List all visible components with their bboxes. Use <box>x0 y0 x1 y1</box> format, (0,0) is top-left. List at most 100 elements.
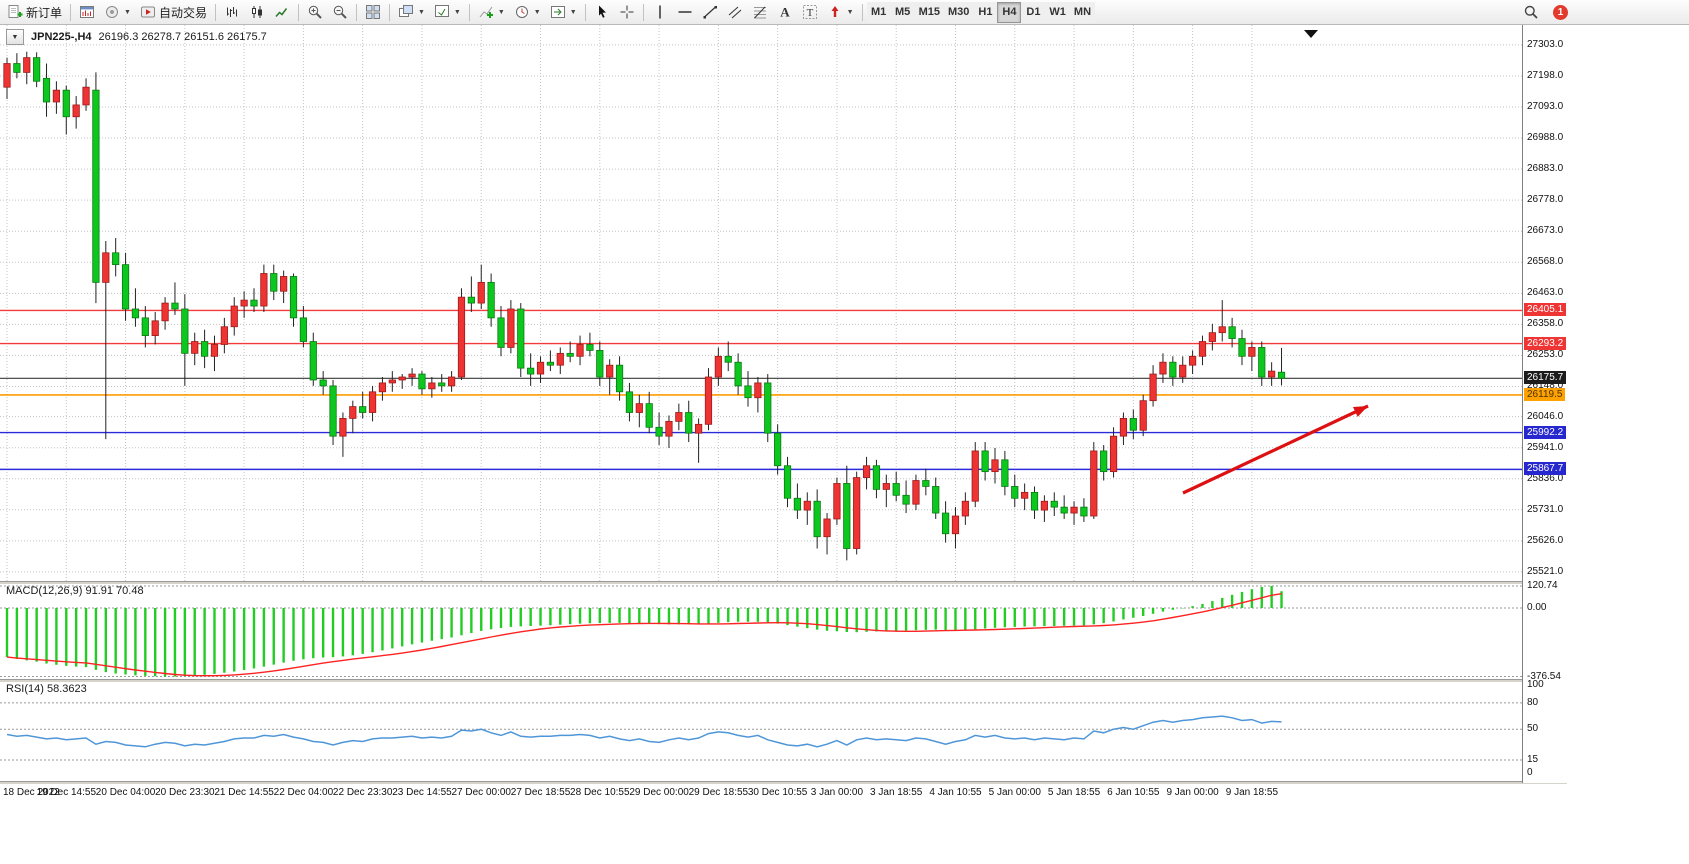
autotrading-label: 自动交易 <box>158 5 207 20</box>
rsi-axis-label: 50 <box>1527 723 1539 735</box>
text-label-button[interactable]: T <box>798 2 822 23</box>
time-axis-label: 6 Jan 10:55 <box>1107 787 1160 798</box>
price-axis-label: 25626.0 <box>1527 534 1564 546</box>
search-icon <box>1524 5 1538 19</box>
chart-header: ▼ JPN225-,H4 26196.3 26278.7 26151.6 261… <box>6 29 267 45</box>
zoom-in-button[interactable] <box>303 2 327 23</box>
toolbar-separator <box>70 3 72 21</box>
zoom-out-button[interactable] <box>328 2 352 23</box>
cursor-button[interactable] <box>590 2 614 23</box>
window-list-icon <box>434 5 449 17</box>
panel-separator[interactable] <box>0 581 1567 585</box>
toolbar-right-group: 1 <box>1519 2 1568 23</box>
window-list-button[interactable]: ▼ <box>430 2 465 23</box>
chart-symbol-title: JPN225-,H4 <box>31 31 92 43</box>
price-level-badge: 25992.2 <box>1524 425 1567 439</box>
time-axis-label: 9 Jan 18:55 <box>1225 787 1279 798</box>
time-axis-label: 5 Jan 00:00 <box>988 787 1041 798</box>
timeframe-m15-button[interactable]: M15 <box>914 1 944 23</box>
time-axis-label: 20 Dec 23:30 <box>155 787 215 798</box>
line-chart-button[interactable] <box>270 2 294 23</box>
price-axis-label: 25521.0 <box>1527 565 1564 577</box>
autotrading-icon <box>140 6 155 18</box>
one-click-trading-toggle[interactable]: ▼ <box>6 29 24 45</box>
time-axis-label: 23 Dec 14:55 <box>392 787 452 798</box>
price-axis-label: 26463.0 <box>1527 287 1564 299</box>
panel-separator <box>0 781 1567 785</box>
toolbar-separator <box>468 3 470 21</box>
time-axis-label: 27 Dec 00:00 <box>451 787 511 798</box>
rsi-axis-label: 0 <box>1527 767 1533 779</box>
time-axis-label: 19 Dec 14:55 <box>36 787 97 798</box>
time-axis-label: 22 Dec 04:00 <box>273 787 334 798</box>
price-axis-label: 26358.0 <box>1527 318 1564 330</box>
vertical-line-button[interactable] <box>648 2 672 23</box>
bar-chart-button[interactable] <box>220 2 244 23</box>
timeframe-h4-button[interactable]: H4 <box>997 1 1022 23</box>
time-axis-label: 29 Dec 00:00 <box>629 787 689 798</box>
add-indicator-button[interactable]: ▼ <box>474 2 509 23</box>
macd-axis-label: -376.54 <box>1527 670 1561 682</box>
text-label-icon: T <box>802 5 817 19</box>
rsi-panel-canvas[interactable] <box>0 681 1522 781</box>
chevron-down-icon: ▼ <box>846 8 854 16</box>
chart-window-icon <box>80 6 95 18</box>
timeframe-d1-button[interactable]: D1 <box>1021 1 1046 23</box>
time-axis-label: 21 Dec 14:55 <box>214 787 274 798</box>
profiles-button[interactable]: ▼ <box>100 2 135 23</box>
trendline-button[interactable] <box>698 2 722 23</box>
toolbar-separator <box>584 3 586 21</box>
periods-button[interactable]: ▼ <box>510 2 545 23</box>
timeframe-mn-button[interactable]: MN <box>1069 1 1096 23</box>
macd-panel-canvas[interactable] <box>0 583 1522 679</box>
cascade-windows-icon <box>398 5 413 17</box>
text-icon: A <box>780 5 790 20</box>
price-axis-label: 26253.0 <box>1527 349 1564 361</box>
new-order-label: 新订单 <box>26 5 63 20</box>
templates-button[interactable]: ▼ <box>546 2 581 23</box>
timeframe-h1-button[interactable]: H1 <box>973 1 998 23</box>
timeframe-w1-button[interactable]: W1 <box>1045 1 1070 23</box>
clock-icon <box>515 6 528 18</box>
price-scale[interactable]: 27303.0 27198.0 27093.0 26988.0 26883.0 26778… <box>1522 25 1583 783</box>
horizontal-line-icon <box>678 11 692 13</box>
chevron-down-icon: ▼ <box>453 8 461 16</box>
price-axis-label: 25941.0 <box>1527 441 1564 453</box>
fibonacci-button[interactable] <box>748 2 772 23</box>
timeframe-m1-button[interactable]: M1 <box>866 1 891 23</box>
new-chart-button[interactable] <box>75 2 99 23</box>
rsi-axis-label: 100 <box>1527 679 1544 691</box>
horizontal-line-button[interactable] <box>673 2 697 23</box>
time-axis-label: 5 Jan 18:55 <box>1047 787 1101 798</box>
rsi-axis-label: 15 <box>1527 753 1539 765</box>
timeframe-m5-button[interactable]: M5 <box>890 1 915 23</box>
time-axis[interactable]: 18 Dec 2022 19 Dec 14:55 20 Dec 04:00 20 De… <box>0 783 1567 803</box>
candles <box>3 51 1286 561</box>
notification-badge[interactable]: 1 <box>1553 4 1568 20</box>
timeframe-m30-button[interactable]: M30 <box>944 1 974 23</box>
autotrading-button[interactable]: 自动交易 <box>136 2 211 23</box>
bar-chart-icon <box>226 7 237 17</box>
macd-signal-line <box>6 593 1282 677</box>
price-axis-label: 26988.0 <box>1527 132 1564 144</box>
panel-separator[interactable] <box>0 679 1567 683</box>
shapes-button[interactable]: ▼ <box>823 2 858 23</box>
price-chart-canvas[interactable] <box>0 25 1522 581</box>
text-button[interactable]: A <box>773 2 797 23</box>
zoom-out-icon <box>333 5 347 19</box>
tile-windows-button[interactable] <box>361 2 385 23</box>
new-order-button[interactable]: 新订单 <box>3 2 66 23</box>
template-icon <box>550 6 565 18</box>
time-axis-label: 3 Jan 18:55 <box>870 787 923 798</box>
time-axis-label: 18 Dec 2022 <box>3 787 60 798</box>
trend-arrow <box>1182 404 1369 495</box>
svg-text:T: T <box>806 7 813 19</box>
channel-button[interactable] <box>723 2 747 23</box>
price-level-badge: 26175.7 <box>1524 371 1567 385</box>
candlestick-icon <box>251 6 262 18</box>
search-button[interactable] <box>1519 2 1543 23</box>
chart-ohlc-readout: 26196.3 26278.7 26151.6 26175.7 <box>98 31 267 43</box>
crosshair-button[interactable] <box>615 2 639 23</box>
cascade-windows-button[interactable]: ▼ <box>394 2 429 23</box>
candlestick-chart-button[interactable] <box>245 2 269 23</box>
